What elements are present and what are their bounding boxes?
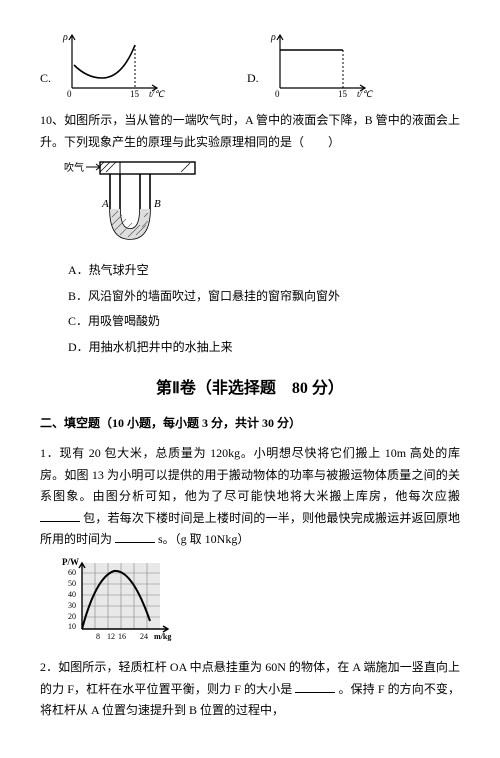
q1-para: 1．现有 20 包大米，总质量为 120kg。小明想尽快将它们搬上 10m 高处… xyxy=(40,443,460,551)
svg-text:t/℃: t/℃ xyxy=(357,89,373,99)
a-label: A xyxy=(101,198,109,210)
q10-text: 10、如图所示，当从管的一端吹气时，A 管中的液面会下降，B 管中的液面会上升。… xyxy=(40,110,460,153)
svg-text:16: 16 xyxy=(118,632,126,641)
q10-option-a: A．热气球升空 xyxy=(68,260,460,282)
blow-label: 吹气 xyxy=(64,161,84,174)
svg-text:30: 30 xyxy=(68,601,76,610)
q1-chart: P/W 60 50 40 30 20 10 8 12 16 24 m/kg xyxy=(60,557,460,647)
svg-text:8: 8 xyxy=(96,632,100,641)
q2-blank-1 xyxy=(295,680,335,693)
q1-blank-2 xyxy=(115,530,155,543)
chart-c-box: C. ρ 0 15 t/℃ xyxy=(40,30,167,100)
q1-text-1: 1．现有 20 包大米，总质量为 120kg。小明想尽快将它们搬上 10m 高处… xyxy=(40,446,460,503)
u-tube-svg: 吹气 A B xyxy=(60,159,200,254)
svg-text:12: 12 xyxy=(107,632,115,641)
svg-text:60: 60 xyxy=(68,568,76,577)
svg-text:P/W: P/W xyxy=(62,557,79,567)
chart-c-label: C. xyxy=(40,68,51,90)
b-label: B xyxy=(154,198,161,210)
svg-text:0: 0 xyxy=(67,89,72,99)
q1-text-2: 包，若每次下楼时间是上楼时间的一半，则他最快完成搬运并返回原地所用的时间为 xyxy=(40,511,460,547)
section2-sub: 二、填空题（10 小题，每小题 3 分，共计 30 分） xyxy=(40,413,460,435)
chart-d-svg: ρ 0 15 t/℃ xyxy=(265,30,375,100)
svg-text:15: 15 xyxy=(338,89,348,99)
svg-text:20: 20 xyxy=(68,612,76,621)
q10-option-d: D．用抽水机把井中的水抽上来 xyxy=(68,337,460,359)
svg-text:15: 15 xyxy=(130,89,140,99)
q10-option-c: C．用吸管喝酸奶 xyxy=(68,311,460,333)
svg-text:ρ: ρ xyxy=(62,32,68,43)
q1-text-3: s。（g 取 10Nkg） xyxy=(158,532,249,546)
svg-text:m/kg: m/kg xyxy=(154,632,171,641)
svg-text:10: 10 xyxy=(68,622,76,631)
chart-c-svg: ρ 0 15 t/℃ xyxy=(57,30,167,100)
q10-options: A．热气球升空 B．风沿窗外的墙面吹过，窗口悬挂的窗帘飘向窗外 C．用吸管喝酸奶… xyxy=(68,260,460,358)
q10-option-b: B．风沿窗外的墙面吹过，窗口悬挂的窗帘飘向窗外 xyxy=(68,286,460,308)
q10-diagram: 吹气 A B xyxy=(60,159,460,254)
chart-d-box: D. ρ 0 15 t/℃ xyxy=(247,30,375,100)
svg-text:50: 50 xyxy=(68,579,76,588)
power-mass-chart: P/W 60 50 40 30 20 10 8 12 16 24 m/kg xyxy=(60,557,180,647)
svg-text:t/℃: t/℃ xyxy=(149,89,165,99)
svg-text:0: 0 xyxy=(275,89,280,99)
q1-blank-1 xyxy=(40,509,80,522)
svg-text:40: 40 xyxy=(68,590,76,599)
svg-text:24: 24 xyxy=(140,632,148,641)
q2-para: 2．如图所示，轻质杠杆 OA 中点悬挂重为 60N 的物体，在 A 端施加一竖直… xyxy=(40,657,460,722)
svg-text:ρ: ρ xyxy=(270,32,276,43)
top-charts-row: C. ρ 0 15 t/℃ D. ρ 0 xyxy=(40,30,460,100)
section2-title: 第Ⅱ卷（非选择题 80 分） xyxy=(40,375,460,404)
chart-d-label: D. xyxy=(247,68,259,90)
